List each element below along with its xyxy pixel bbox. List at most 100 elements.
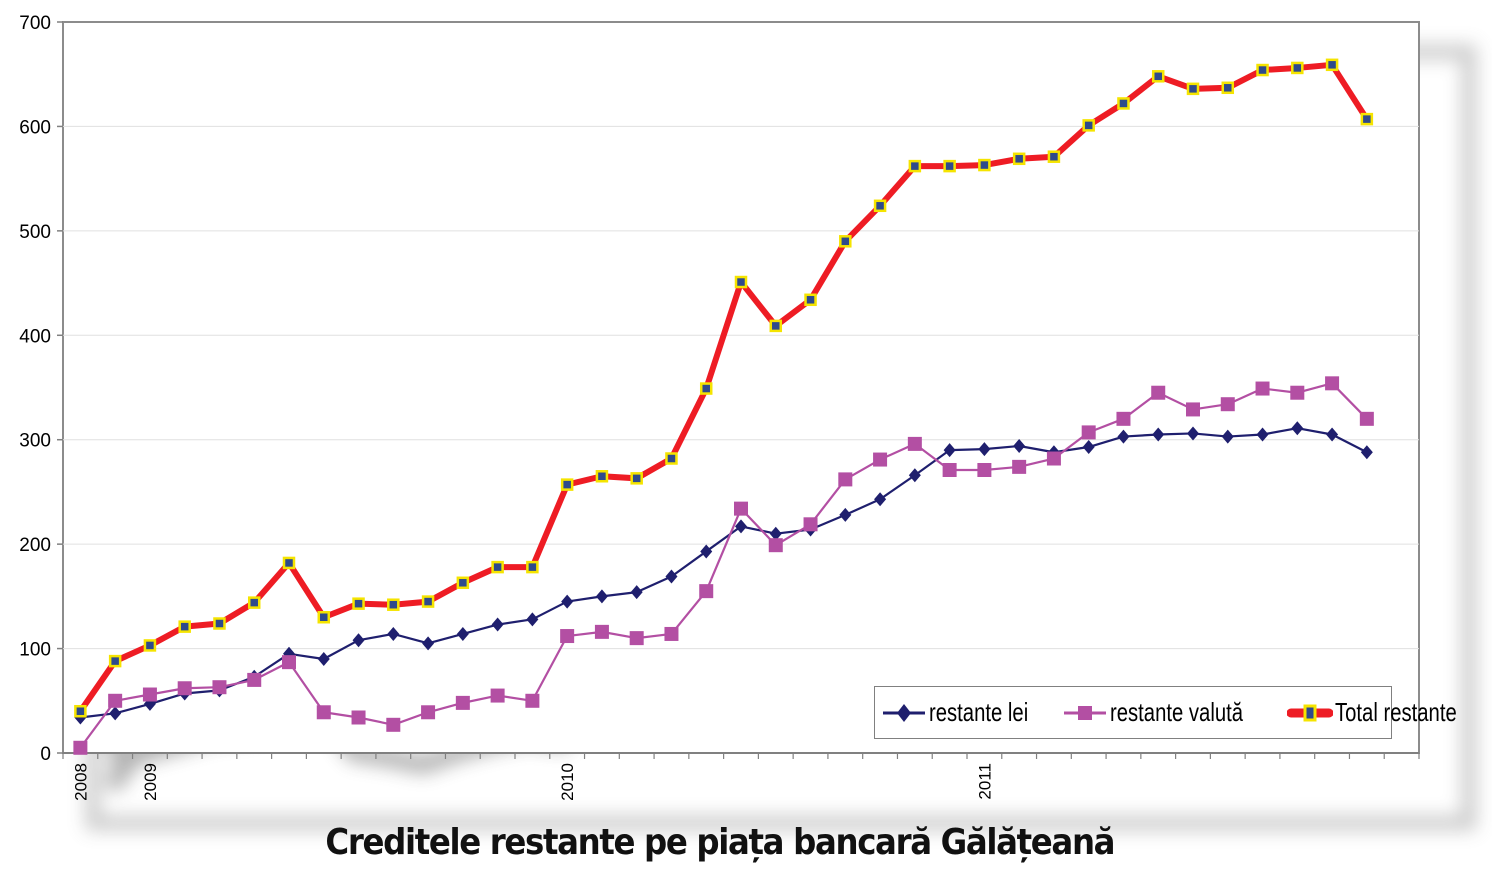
- data-point: [561, 594, 574, 609]
- data-point: [560, 478, 574, 491]
- data-point: [421, 705, 436, 720]
- legend-item-restante-valuta: restante valută: [1062, 697, 1281, 728]
- data-point: [525, 693, 540, 708]
- y-tick-label: 600: [19, 117, 51, 138]
- data-point: [387, 626, 400, 641]
- data-point: [1082, 440, 1095, 455]
- x-tick-label: 2008: [71, 763, 90, 801]
- data-point: [1359, 411, 1374, 426]
- data-point: [907, 436, 922, 451]
- y-tick-label: 700: [19, 13, 51, 34]
- data-point: [213, 617, 226, 630]
- data-point: [177, 681, 192, 696]
- x-tick-label: 2010: [558, 763, 577, 801]
- data-point: [769, 319, 783, 333]
- data-point: [1117, 97, 1130, 110]
- data-point: [74, 704, 87, 718]
- data-point: [1082, 119, 1095, 132]
- data-point: [978, 442, 991, 457]
- data-point: [769, 526, 782, 541]
- data-point: [282, 655, 296, 670]
- legend-label: restante valută: [1110, 697, 1244, 727]
- data-point: [1221, 81, 1235, 95]
- data-point: [1081, 425, 1096, 440]
- chart-title: Creditele restante pe piața bancară Gălă…: [325, 822, 1115, 863]
- data-point: [455, 695, 470, 710]
- data-point: [490, 688, 505, 703]
- data-point: [1186, 82, 1200, 96]
- data-point: [317, 610, 331, 624]
- data-point: [1012, 459, 1027, 474]
- legend-label: Total restante: [1334, 697, 1457, 727]
- data-point: [1291, 421, 1304, 436]
- y-tick-label: 400: [19, 326, 51, 347]
- data-point: [839, 235, 852, 248]
- data-point: [143, 639, 157, 652]
- data-point: [1186, 402, 1200, 417]
- data-point: [1151, 385, 1166, 400]
- data-point: [247, 596, 261, 609]
- data-point: [630, 472, 643, 485]
- data-point: [1256, 63, 1269, 77]
- data-point: [838, 472, 853, 487]
- data-point: [142, 687, 157, 702]
- legend: restante lei restante valută Total resta…: [874, 686, 1457, 739]
- data-point: [491, 560, 504, 574]
- legend-item-total-restante: Total restante: [1286, 697, 1491, 728]
- data-point: [699, 584, 714, 599]
- data-point: [1117, 429, 1130, 444]
- data-point: [735, 519, 747, 534]
- data-point: [386, 717, 401, 732]
- data-point: [908, 159, 922, 173]
- data-point: [978, 158, 991, 172]
- y-tick-label: 0: [40, 744, 51, 765]
- data-point: [317, 652, 330, 667]
- y-tick-label: 200: [19, 535, 51, 556]
- data-point: [804, 293, 817, 307]
- x-axis: 2008 2009 2010 2011: [62, 752, 1420, 801]
- square-yellow-marker-icon: [1286, 704, 1333, 721]
- x-tick-label: 2011: [975, 763, 994, 800]
- data-point: [316, 705, 331, 720]
- data-point: [595, 589, 608, 604]
- data-point: [491, 617, 504, 632]
- legend-item-restante-lei: restante lei: [881, 697, 1056, 728]
- data-point: [700, 544, 713, 559]
- data-point: [109, 706, 122, 721]
- data-point: [387, 598, 400, 611]
- data-point: [803, 517, 818, 532]
- data-point: [908, 468, 921, 483]
- series-total-restante: [74, 58, 1374, 718]
- data-point: [108, 654, 122, 668]
- data-point: [873, 199, 887, 213]
- y-axis: 0 100 200 300 400 500 600 700: [19, 13, 63, 765]
- data-point: [768, 538, 783, 553]
- data-point: [1360, 112, 1374, 126]
- data-point: [977, 462, 992, 477]
- data-point: [421, 595, 435, 608]
- data-point: [526, 612, 539, 627]
- plot-area: [62, 21, 1420, 754]
- data-point: [456, 576, 470, 590]
- data-point: [422, 636, 435, 651]
- data-point: [1290, 385, 1305, 400]
- data-point: [1013, 438, 1026, 453]
- data-point: [526, 560, 539, 574]
- data-point: [664, 626, 679, 641]
- data-point: [1256, 427, 1269, 442]
- data-point: [178, 620, 191, 633]
- data-point: [212, 680, 227, 695]
- data-point: [1012, 152, 1026, 166]
- data-point: [560, 629, 575, 644]
- data-point: [108, 693, 123, 708]
- y-tick-label: 100: [19, 640, 51, 661]
- data-point: [1221, 429, 1234, 444]
- series: [73, 58, 1374, 755]
- y-tick-label: 500: [19, 222, 51, 243]
- data-point: [1151, 70, 1165, 83]
- diamond-marker-icon: [883, 703, 925, 722]
- data-point: [352, 633, 365, 648]
- data-point: [734, 275, 748, 289]
- data-point: [699, 382, 713, 395]
